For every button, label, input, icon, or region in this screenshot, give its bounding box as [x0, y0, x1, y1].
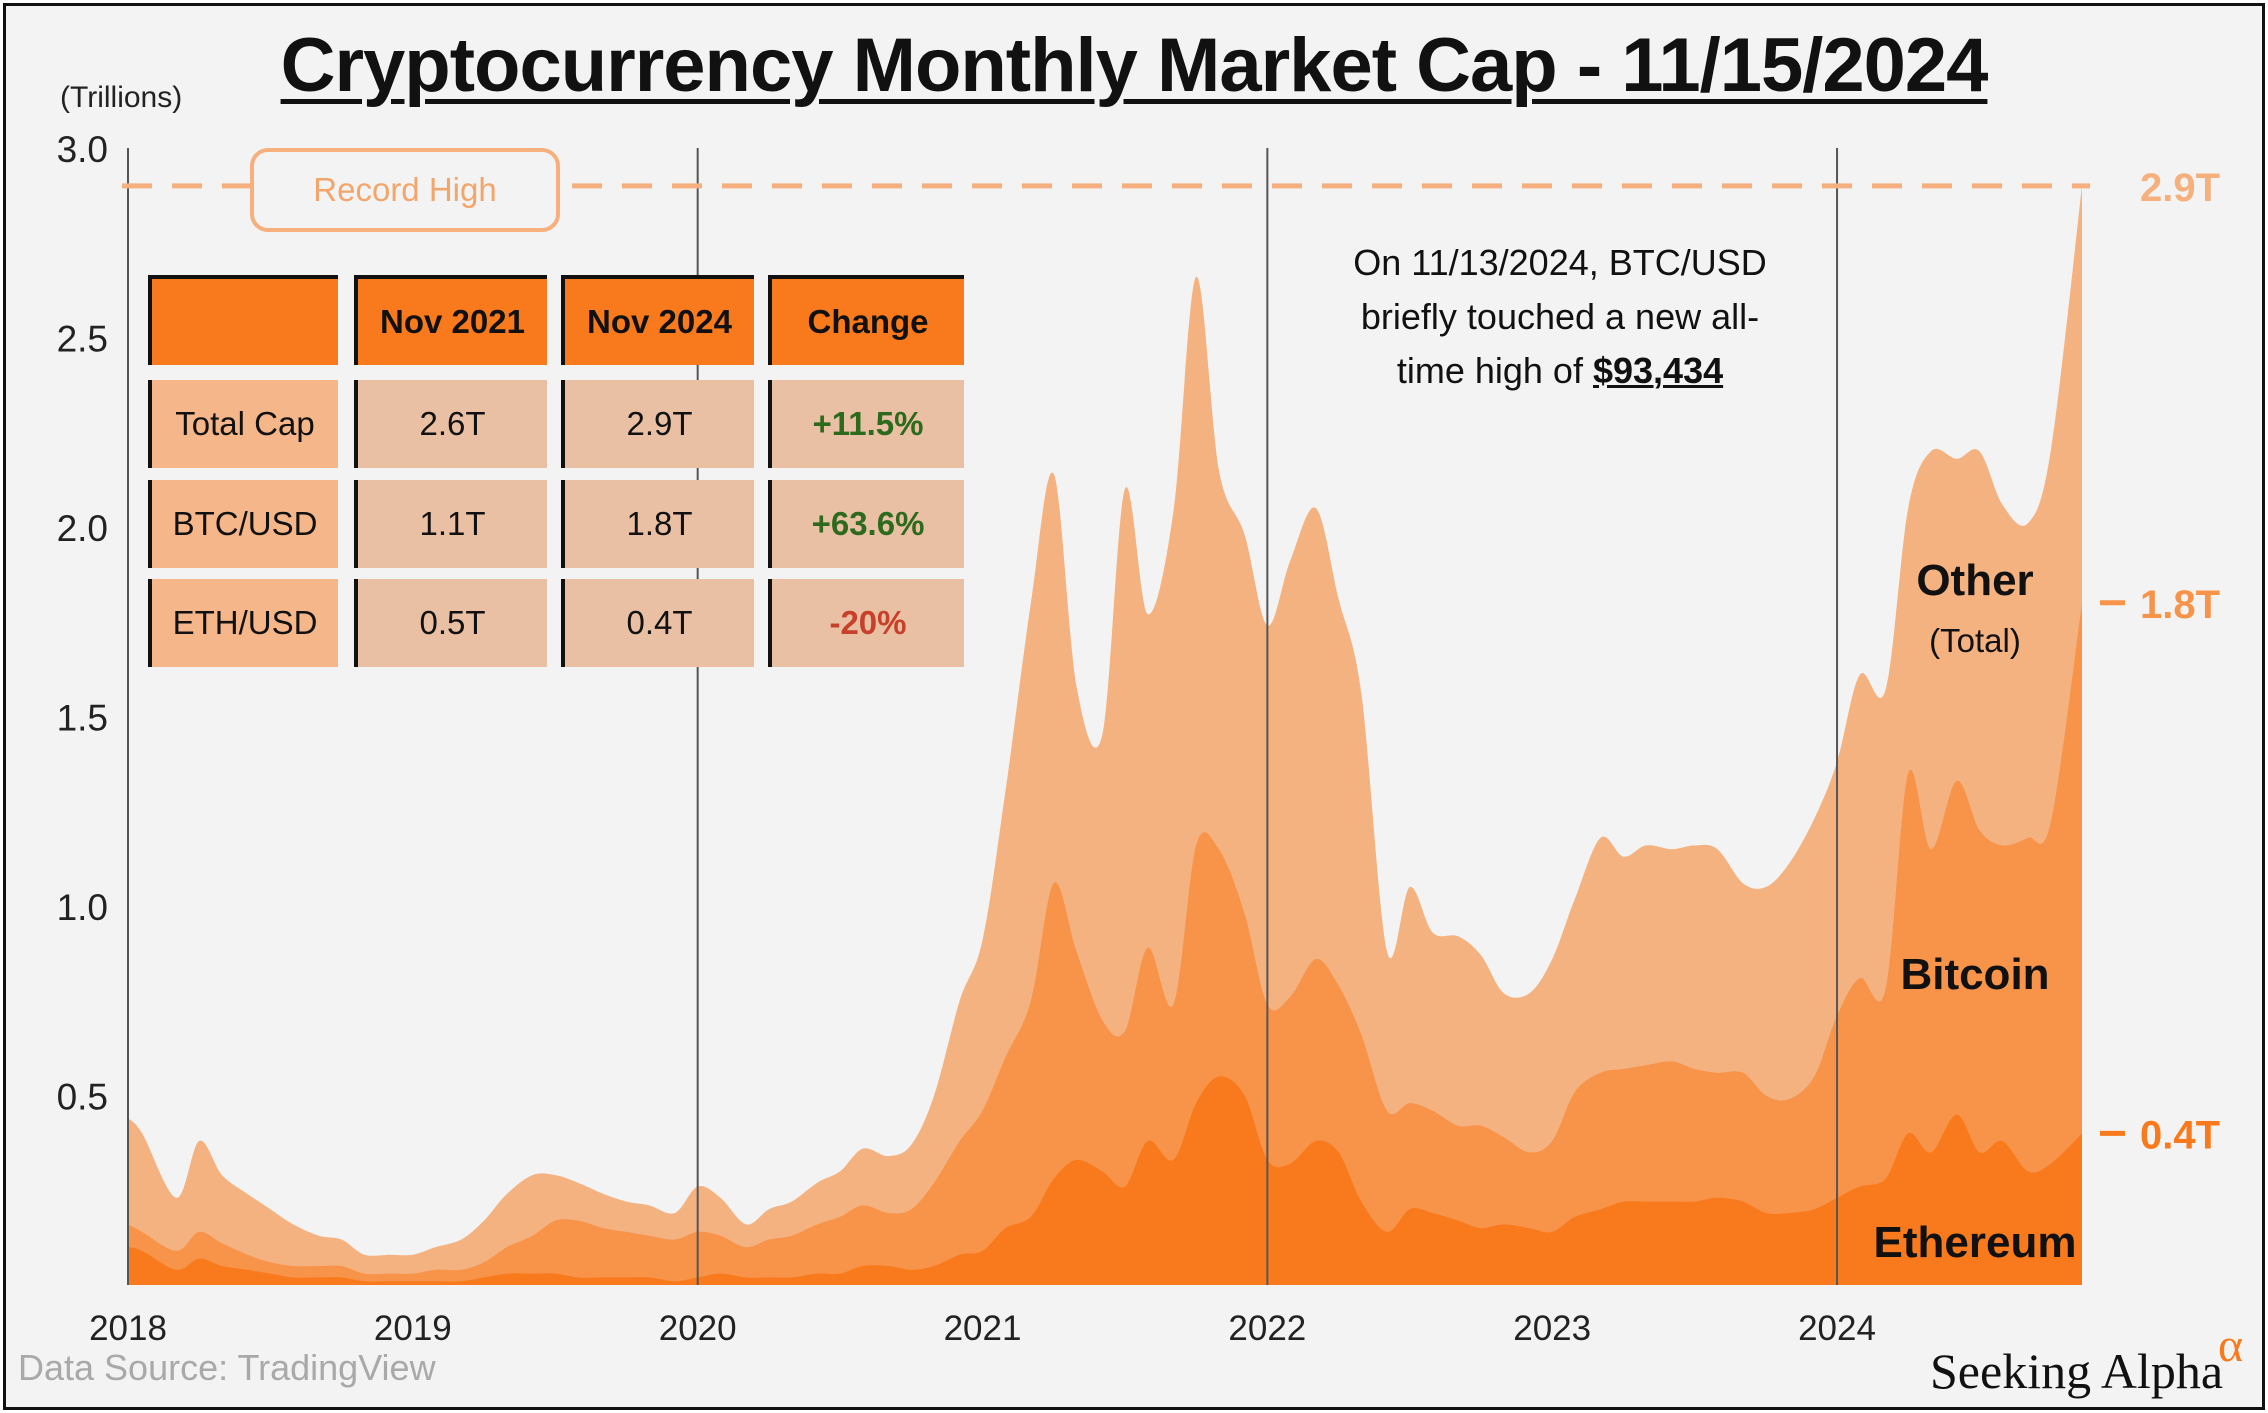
annotation-line-1: On 11/13/2024, BTC/USD: [1353, 242, 1767, 283]
y-tick-label: 1.0: [57, 887, 108, 928]
table-cell: 0.5T: [354, 579, 547, 667]
right-marker-label: 1.8T: [2140, 583, 2220, 627]
table-change-cell: +63.6%: [768, 480, 964, 568]
table-row-label: Total Cap: [148, 380, 338, 468]
chart-title: Cryptocurrency Monthly Market Cap - 11/1…: [280, 23, 1989, 108]
area-bitcoin: [128, 602, 2082, 1285]
series-label-ethereum: Ethereum: [1873, 1218, 2077, 1267]
x-tick-label: 2018: [89, 1309, 167, 1348]
table-cell: 2.6T: [354, 380, 547, 468]
series-label-bitcoin: Bitcoin: [1900, 950, 2050, 999]
x-tick-label: 2019: [374, 1309, 452, 1348]
table-cell: 0.4T: [561, 579, 754, 667]
x-tick-label: 2020: [659, 1309, 737, 1348]
brand-logo-text: Seeking Alpha: [1930, 1343, 2224, 1399]
right-marker-label: 2.9T: [2140, 166, 2220, 210]
right-marker-label: 0.4T: [2140, 1113, 2220, 1157]
x-tick-label: 2024: [1798, 1309, 1876, 1348]
annotation-line-2: briefly touched a new all-: [1360, 296, 1760, 337]
comparison-table: Nov 2021 Nov 2024 Change Total Cap 2.6T …: [148, 275, 966, 672]
x-tick-label: 2021: [944, 1309, 1022, 1348]
table-header-change: Change: [768, 275, 964, 365]
table-header-blank: [148, 275, 338, 365]
y-tick-label: 0.5: [57, 1077, 108, 1118]
annotation-line-3: time high of $93,434: [1290, 344, 1830, 398]
table-header-nov-2021: Nov 2021: [354, 275, 547, 365]
x-tick-label: 2022: [1228, 1309, 1306, 1348]
table-change-cell: -20%: [768, 579, 964, 667]
brand-alpha-icon: α: [2218, 1319, 2244, 1372]
data-source: Data Source: TradingView: [18, 1347, 436, 1388]
y-tick-label: 3.0: [57, 129, 108, 170]
series-label-other: Other: [1916, 556, 2034, 605]
x-tick-label: 2023: [1513, 1309, 1591, 1348]
area-other-total: [128, 185, 2082, 1285]
series-label-other-sub: (Total): [1929, 622, 2021, 659]
annotation-line-3-text: time high of: [1396, 350, 1583, 391]
table-cell: 1.1T: [354, 480, 547, 568]
annotation-value: $93,434: [1592, 350, 1724, 391]
ath-annotation: On 11/13/2024, BTC/USD briefly touched a…: [1290, 236, 1830, 398]
y-tick-label: 2.0: [57, 508, 108, 549]
record-high-label: Record High: [250, 148, 560, 232]
y-tick-label: 1.5: [57, 698, 108, 739]
area-ethereum: [128, 1076, 2082, 1285]
table-row-label: BTC/USD: [148, 480, 338, 568]
table-header-nov-2024: Nov 2024: [561, 275, 754, 365]
table-cell: 1.8T: [561, 480, 754, 568]
y-tick-label: 2.5: [57, 319, 108, 360]
table-row-label: ETH/USD: [148, 579, 338, 667]
y-axis-label: (Trillions): [60, 81, 182, 114]
table-cell: 2.9T: [561, 380, 754, 468]
table-change-cell: +11.5%: [768, 380, 964, 468]
